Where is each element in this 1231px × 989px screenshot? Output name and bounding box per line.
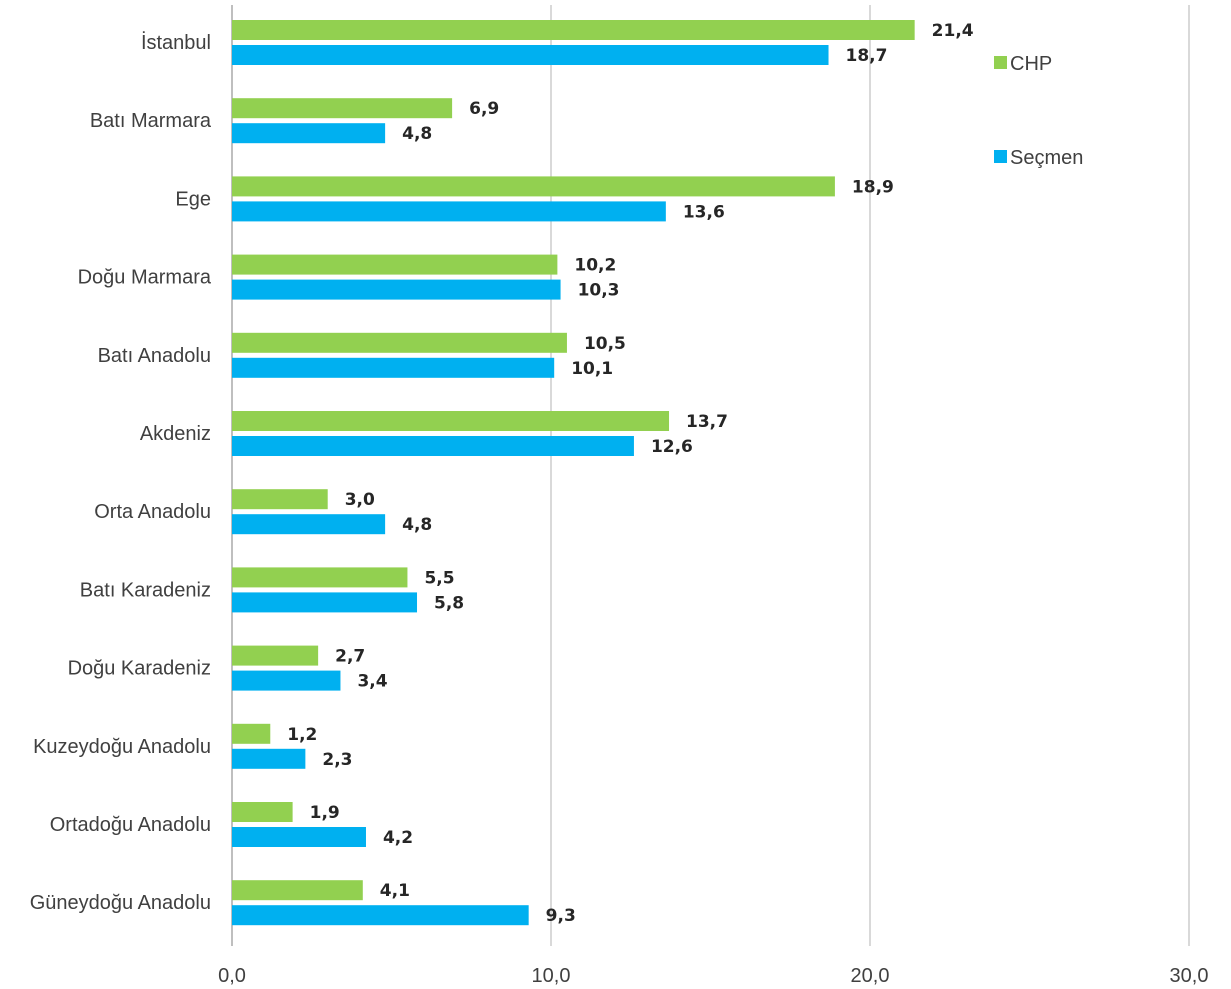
data-label: 21,4: [932, 21, 974, 41]
data-label: 5,5: [424, 568, 454, 588]
data-label: 13,6: [683, 202, 725, 222]
bar-secmen: [232, 514, 386, 535]
x-tick-label: 10,0: [532, 965, 571, 987]
data-label: 13,7: [686, 412, 728, 432]
data-label: 10,1: [571, 359, 613, 379]
category-label: Ortadoğu Anadolu: [50, 814, 211, 836]
x-tick-labels: 0,0 10,0 20,0 30,0: [218, 965, 1208, 987]
bar-secmen: [232, 748, 306, 769]
category-label: Doğu Karadeniz: [68, 658, 211, 680]
bar-secmen: [232, 123, 386, 144]
data-labels: 21,4 18,7 6,9 4,8 18,9 13,6 10,2 10,3 10,5 10,1 13…: [287, 21, 973, 926]
data-label: 9,3: [546, 906, 576, 926]
category-label: Batı Marmara: [90, 110, 212, 132]
data-label: 10,2: [574, 256, 616, 276]
bar-chp: [232, 411, 670, 431]
x-tick-label: 20,0: [851, 965, 890, 987]
data-label: 2,7: [335, 647, 365, 667]
x-tick-label: 0,0: [218, 965, 246, 987]
bar-secmen: [232, 827, 366, 847]
data-label: 3,4: [357, 672, 387, 692]
category-label: Güneydoğu Anadolu: [30, 892, 211, 914]
x-tick-label: 30,0: [1170, 965, 1209, 987]
bar-chp: [232, 723, 271, 744]
bar-chp: [232, 567, 408, 588]
category-label: Kuzeydoğu Anadolu: [33, 736, 211, 758]
category-label: Batı Anadolu: [98, 345, 211, 367]
gridlines: [231, 5, 1190, 946]
category-labels: İstanbul Batı Marmara Ege Doğu Marmara Batı …: [30, 31, 212, 914]
bar-secmen: [232, 357, 555, 378]
legend-label: Seçmen: [1010, 147, 1083, 169]
legend-swatch: [994, 56, 1007, 69]
bars: [232, 20, 915, 926]
bar-secmen: [232, 45, 829, 65]
category-label: Ege: [175, 188, 211, 210]
data-label: 5,8: [434, 593, 464, 613]
bar-chp: [232, 98, 453, 119]
data-label: 4,8: [402, 515, 432, 535]
data-label: 4,2: [383, 828, 413, 848]
bar-chp: [232, 332, 567, 353]
bar-chp: [232, 254, 558, 275]
bar-secmen: [232, 592, 418, 613]
data-label: 18,9: [852, 177, 894, 197]
bar-chp: [232, 645, 319, 666]
legend-label: CHP: [1010, 53, 1052, 75]
bar-secmen: [232, 279, 561, 300]
category-label: Batı Karadeniz: [80, 579, 211, 601]
data-label: 10,3: [578, 281, 620, 301]
bar-secmen: [232, 905, 529, 926]
data-label: 4,1: [380, 881, 410, 901]
category-label: Doğu Marmara: [78, 267, 212, 289]
bar-secmen: [232, 201, 666, 222]
bar-chp: [232, 20, 915, 40]
data-label: 18,7: [846, 46, 888, 66]
bar-chp: [232, 176, 835, 197]
bar-secmen: [232, 670, 341, 691]
bar-chp: [232, 802, 293, 822]
bar-chp: [232, 489, 328, 510]
data-label: 1,2: [287, 725, 317, 745]
data-label: 4,8: [402, 124, 432, 144]
data-label: 2,3: [322, 750, 352, 770]
data-label: 3,0: [345, 490, 375, 510]
data-label: 12,6: [651, 437, 693, 457]
bar-chp: [232, 880, 363, 901]
category-label: Akdeniz: [140, 423, 211, 445]
data-label: 1,9: [310, 803, 340, 823]
category-label: İstanbul: [141, 31, 211, 54]
category-label: Orta Anadolu: [94, 501, 211, 523]
bar-secmen: [232, 436, 634, 456]
data-label: 6,9: [469, 99, 499, 119]
data-label: 10,5: [584, 334, 626, 354]
legend-swatch: [994, 150, 1007, 163]
legend: CHP Seçmen: [994, 53, 1083, 169]
